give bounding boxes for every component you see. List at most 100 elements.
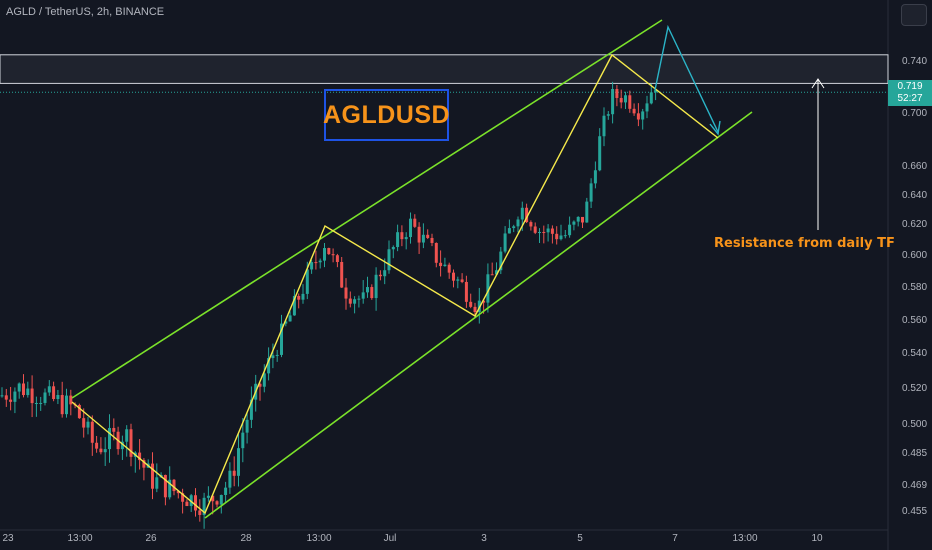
- candle: [396, 224, 400, 252]
- candle: [219, 494, 223, 514]
- candle: [464, 275, 468, 308]
- x-tick-label: 13:00: [67, 533, 92, 544]
- x-tick-label: 3: [481, 533, 487, 544]
- candle: [215, 500, 219, 508]
- candle: [22, 374, 25, 398]
- candles: [0, 81, 658, 529]
- candle: [335, 253, 339, 268]
- candle: [383, 258, 387, 285]
- resistance-arrowhead: [811, 78, 825, 89]
- candle: [331, 248, 335, 263]
- y-tick-label: 0.740: [902, 56, 927, 67]
- candle: [237, 434, 240, 487]
- candle: [245, 412, 249, 444]
- candle: [606, 111, 610, 120]
- candle: [615, 85, 619, 107]
- candle: [202, 492, 206, 529]
- candle: [409, 212, 412, 244]
- candle: [95, 435, 99, 453]
- candle: [314, 250, 318, 270]
- candle: [271, 343, 275, 369]
- y-tick-label: 0.620: [902, 219, 927, 230]
- candle: [249, 386, 253, 429]
- candle: [533, 222, 537, 235]
- annotation-text: Resistance from daily TF: [714, 236, 895, 251]
- x-tick-label: 10: [811, 533, 823, 544]
- candle: [499, 246, 503, 275]
- title-box: AGLDUSD: [322, 89, 451, 141]
- x-tick-label: 13:00: [732, 533, 757, 544]
- candle: [581, 216, 584, 229]
- candle: [344, 278, 348, 310]
- candle: [546, 224, 550, 242]
- y-tick-label: 0.500: [902, 419, 927, 430]
- candle: [430, 233, 434, 247]
- candle: [503, 226, 507, 254]
- candle: [4, 388, 8, 407]
- candle: [361, 280, 365, 304]
- x-tick-label: 5: [577, 533, 583, 544]
- countdown: 52:27: [897, 93, 923, 104]
- chart-menu-button[interactable]: [901, 4, 927, 26]
- x-axis-ticks: 23 13:00 26 28 13:00 Jul 3 5 7 13:00 10: [2, 533, 823, 544]
- candle: [654, 89, 658, 101]
- candle: [30, 375, 34, 418]
- candle: [353, 296, 357, 314]
- candle: [563, 229, 567, 239]
- x-tick-label: 28: [240, 533, 252, 544]
- title-label: AGLDUSD: [322, 100, 451, 129]
- candle: [224, 481, 228, 504]
- candle: [262, 364, 266, 393]
- candle: [452, 269, 455, 288]
- y-tick-label: 0.455: [902, 506, 927, 517]
- candle: [108, 414, 111, 463]
- candle: [495, 262, 498, 276]
- candle: [39, 396, 43, 411]
- candle: [9, 386, 13, 411]
- candle: [641, 108, 645, 130]
- symbol-header: AGLD / TetherUS, 2h, BINANCE: [6, 6, 165, 18]
- candle: [181, 488, 185, 514]
- candle: [507, 219, 511, 234]
- candle: [576, 216, 580, 227]
- candle: [366, 276, 369, 298]
- candle: [241, 418, 245, 463]
- y-tick-label: 0.520: [902, 383, 927, 394]
- candle: [611, 81, 615, 124]
- candle: [434, 242, 438, 268]
- candle: [619, 89, 623, 109]
- candle: [598, 128, 602, 172]
- candle: [538, 228, 541, 243]
- candle: [460, 273, 464, 284]
- candle: [645, 95, 649, 119]
- candle: [391, 245, 395, 259]
- candle: [636, 103, 640, 127]
- candle: [99, 437, 103, 455]
- candle: [211, 494, 215, 515]
- candle: [568, 216, 572, 238]
- projection-line: [654, 24, 719, 133]
- x-tick-label: 13:00: [306, 533, 331, 544]
- candle: [649, 83, 653, 105]
- candle: [572, 220, 576, 231]
- candle: [129, 423, 133, 467]
- candle: [323, 243, 326, 268]
- candle: [374, 267, 378, 311]
- candle: [206, 486, 210, 502]
- candle: [90, 415, 94, 456]
- candle: [400, 225, 404, 247]
- candle: [439, 250, 443, 277]
- y-tick-label: 0.469: [902, 480, 927, 491]
- candle: [34, 396, 38, 417]
- y-tick-label: 0.580: [902, 282, 927, 293]
- candle: [52, 381, 56, 402]
- y-tick-label: 0.540: [902, 348, 927, 359]
- candle: [512, 224, 516, 233]
- candle: [292, 289, 296, 316]
- candle: [155, 463, 159, 493]
- candle: [404, 232, 408, 250]
- y-tick-label: 0.485: [902, 448, 927, 459]
- candle: [228, 462, 232, 494]
- candle: [120, 435, 124, 460]
